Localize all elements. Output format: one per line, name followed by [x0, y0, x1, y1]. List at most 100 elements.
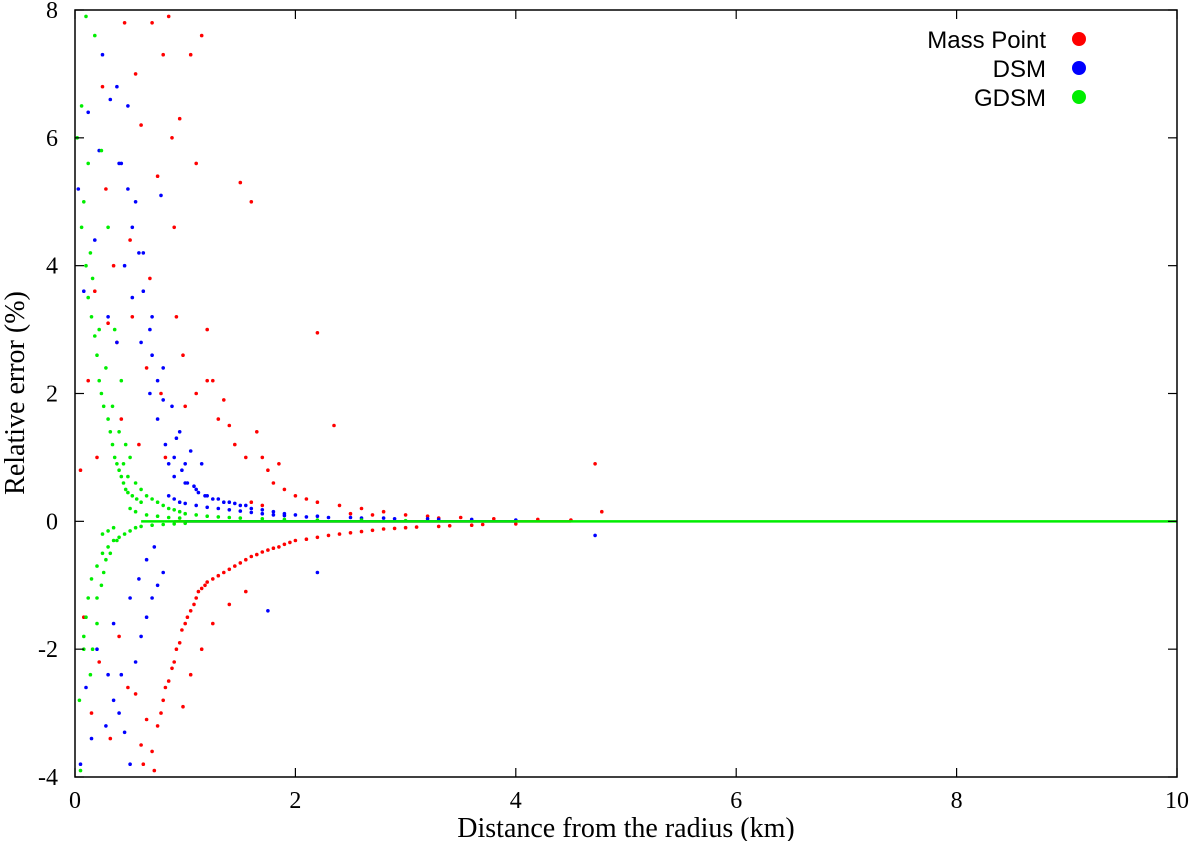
data-point	[293, 494, 298, 498]
plot-frame	[74, 9, 1178, 778]
data-point	[480, 522, 485, 527]
data-point	[106, 545, 110, 549]
data-point	[144, 615, 149, 619]
data-point	[148, 276, 152, 281]
data-point	[77, 698, 82, 703]
data-point	[174, 436, 179, 441]
data-point	[194, 513, 198, 517]
data-point	[88, 251, 93, 255]
data-point	[181, 704, 185, 709]
data-point	[117, 430, 121, 434]
data-point	[172, 522, 176, 526]
x-tick-label: 6	[730, 788, 742, 814]
data-point	[205, 378, 209, 383]
data-point	[177, 509, 182, 514]
data-point	[381, 527, 386, 531]
data-point	[139, 340, 143, 345]
data-point	[133, 509, 138, 514]
data-point	[128, 762, 132, 766]
data-point	[108, 430, 113, 434]
data-point	[117, 535, 121, 540]
data-point	[111, 621, 116, 626]
x-tick-label: 4	[510, 788, 522, 814]
data-point	[216, 515, 221, 519]
data-point	[95, 353, 99, 358]
y-tick-label: -4	[38, 765, 58, 791]
data-point	[260, 455, 265, 460]
data-point	[95, 564, 99, 568]
data-point	[90, 647, 95, 651]
data-point	[188, 52, 193, 57]
data-point	[148, 391, 152, 396]
data-point	[126, 474, 130, 479]
data-point	[122, 21, 127, 25]
data-point	[155, 583, 160, 588]
data-point	[260, 517, 265, 521]
data-point	[133, 525, 138, 530]
data-point	[458, 515, 463, 520]
data-point	[238, 516, 243, 520]
data-point	[86, 378, 90, 383]
data-point	[128, 529, 132, 533]
data-point	[211, 621, 215, 626]
data-point	[205, 580, 209, 584]
data-point	[139, 500, 143, 505]
data-point	[97, 660, 101, 664]
data-point	[222, 500, 226, 505]
data-point	[115, 84, 119, 89]
data-point	[600, 509, 604, 514]
legend-marker-mass-point	[1072, 32, 1086, 46]
data-point	[271, 513, 276, 517]
data-point	[106, 225, 110, 230]
data-point	[469, 523, 474, 527]
data-point	[100, 52, 105, 57]
data-point	[282, 542, 287, 547]
data-point	[139, 487, 143, 492]
data-point	[288, 540, 292, 545]
data-point	[155, 500, 160, 505]
data-point	[152, 768, 157, 773]
data-point	[108, 551, 113, 556]
data-point	[414, 525, 419, 529]
data-point	[166, 14, 171, 19]
data-point	[183, 462, 187, 466]
data-point	[172, 497, 176, 501]
data-point	[315, 331, 320, 335]
legend-label-mass-point: Mass Point	[927, 27, 1046, 54]
data-point	[150, 353, 154, 358]
data-point	[133, 481, 138, 485]
data-point	[188, 672, 193, 677]
data-point	[326, 515, 331, 520]
data-point	[282, 513, 287, 518]
data-point	[79, 225, 84, 230]
data-point	[139, 123, 143, 127]
data-point	[163, 685, 168, 690]
data-point	[137, 251, 141, 255]
data-point	[254, 430, 259, 434]
data-point	[93, 334, 97, 338]
data-point	[194, 503, 198, 508]
data-point	[199, 586, 204, 591]
data-point	[304, 497, 309, 501]
data-point	[100, 551, 105, 556]
data-point	[150, 596, 154, 600]
data-point	[227, 500, 232, 505]
data-points	[75, 14, 1177, 773]
data-point	[205, 327, 209, 332]
data-point	[117, 634, 121, 639]
data-point	[128, 596, 132, 600]
data-point	[271, 481, 276, 485]
data-point	[89, 711, 94, 715]
data-point	[106, 321, 110, 326]
data-point	[104, 366, 108, 370]
data-point	[492, 517, 496, 521]
data-point	[205, 514, 209, 518]
data-point	[304, 515, 309, 519]
data-point	[436, 524, 441, 529]
data-point	[134, 497, 139, 501]
data-point	[233, 564, 237, 568]
data-point	[88, 672, 93, 677]
data-point	[249, 506, 254, 511]
data-point	[180, 468, 184, 473]
data-point	[150, 315, 154, 319]
